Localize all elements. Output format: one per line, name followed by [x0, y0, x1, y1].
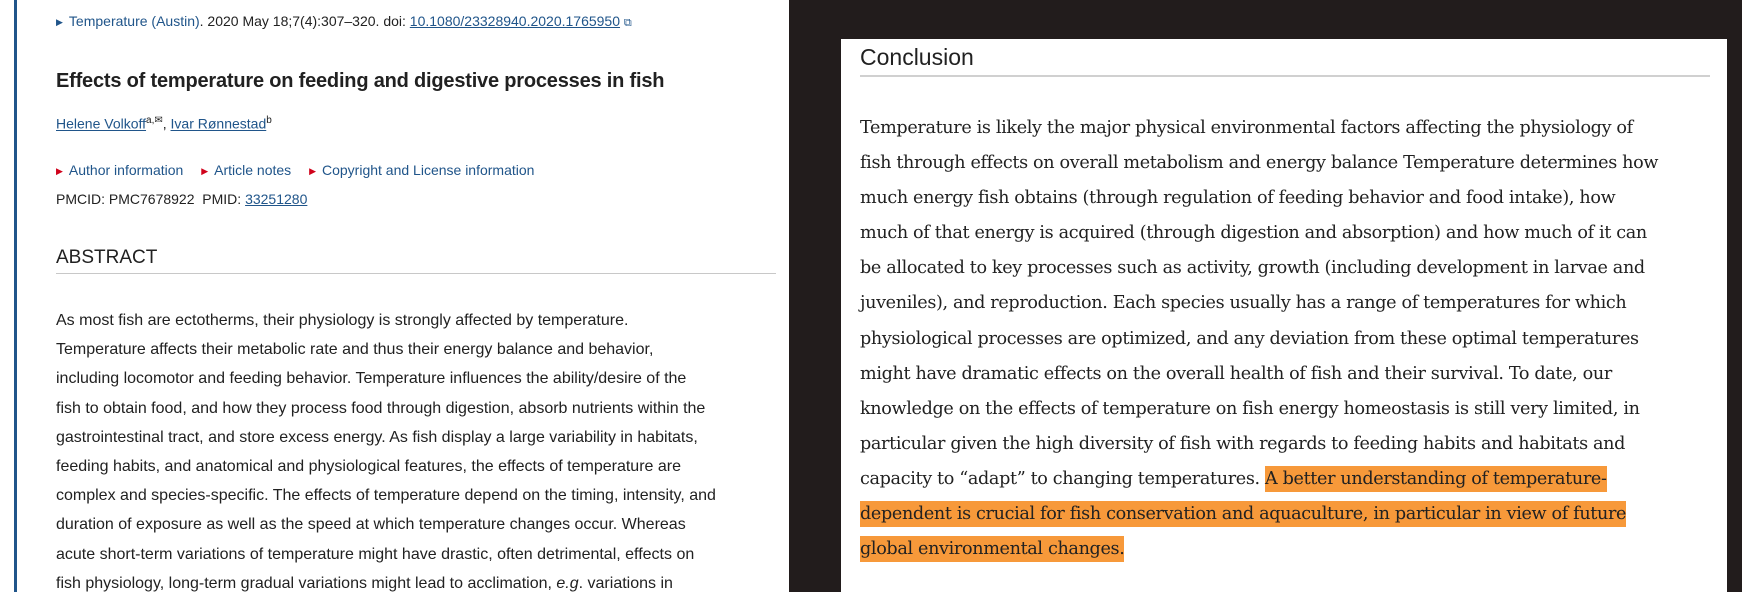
reader-overlay: Conclusion Temperature is likely the maj… [789, 0, 1742, 592]
text-line: complex and species-specific. The effect… [56, 487, 716, 505]
expand-triangle-icon: ▶ [201, 166, 209, 176]
article-ids: PMCID: PMC7678922 PMID: 33251280 [56, 191, 307, 207]
abstract-heading: ABSTRACT [56, 247, 158, 268]
page-accent-border [14, 0, 17, 592]
author-list: Helene Volkoffa,✉, Ivar Rønnestadb [56, 115, 272, 132]
pmid-label: PMID: [202, 191, 246, 207]
text-line: physiological processes are optimized, a… [860, 328, 1639, 349]
author-link[interactable]: Helene Volkoff [56, 115, 147, 132]
external-link-icon[interactable]: ⧉ [623, 17, 632, 29]
abstract-text: As most fish are ectotherms, their physi… [56, 306, 796, 598]
conclusion-text: Temperature is likely the major physical… [860, 111, 1658, 567]
doi-link[interactable]: 10.1080/23328940.2020.1765950 [409, 13, 621, 29]
expand-triangle-icon: ▶ [309, 166, 316, 176]
text-line: knowledge on the effects of temperature … [860, 398, 1640, 419]
divider [56, 273, 776, 274]
pmid-link[interactable]: 33251280 [245, 191, 308, 207]
conclusion-heading: Conclusion [860, 44, 974, 70]
text-line: gastrointestinal tract, and store excess… [56, 428, 698, 446]
expand-triangle-icon: ▶ [56, 166, 63, 176]
divider [860, 75, 1710, 77]
article-info-links: ▶ Author information ▶ Article notes ▶ Copy… [56, 162, 548, 178]
text-line: global environmental changes. [860, 532, 1658, 567]
text-line: feeding habits, and anatomical and physi… [56, 458, 681, 476]
highlighted-text[interactable]: A better understanding of temperature- [1265, 465, 1607, 492]
highlighted-text[interactable]: global environmental changes. [860, 536, 1125, 563]
author-link[interactable]: Ivar Rønnestad [170, 115, 267, 132]
citation-line: ▶ Temperature (Austin). 2020 May 18;7(4):… [56, 13, 632, 30]
text-line: Temperature affects their metabolic rate… [56, 341, 654, 359]
text-line: juveniles), and reproduction. Each speci… [860, 293, 1627, 314]
citation-details: . 2020 May 18;7(4):307–320. doi: [199, 13, 410, 29]
text-line: might have dramatic effects on the overa… [860, 363, 1612, 384]
copyright-license-toggle[interactable]: ▶ Copyright and License information [309, 162, 535, 178]
scrollbar[interactable] [1728, 0, 1742, 592]
journal-link[interactable]: Temperature (Austin) [68, 13, 200, 29]
text-line: As most fish are ectotherms, their physi… [56, 312, 629, 329]
author-information-toggle[interactable]: ▶ Author information [56, 162, 184, 178]
text-line: fish through effects on overall metaboli… [860, 153, 1659, 174]
author-affiliation: b [266, 115, 272, 126]
text-line: Temperature is likely the major physical… [860, 118, 1633, 138]
conclusion-card: Conclusion Temperature is likely the maj… [841, 39, 1727, 592]
text-line: fish to obtain food, and how they proces… [56, 399, 706, 417]
text-line: much of that energy is acquired (through… [860, 223, 1647, 244]
expand-triangle-icon[interactable]: ▶ [56, 17, 63, 27]
text-line: fish physiology, long-term gradual varia… [56, 574, 673, 592]
text-line: acute short-term variations of temperatu… [56, 545, 695, 563]
author-affiliation[interactable]: a,✉ [146, 115, 163, 126]
article-page: ▶ Temperature (Austin). 2020 May 18;7(4):… [0, 0, 789, 592]
text-line: capacity to “adapt” to changing temperat… [860, 462, 1658, 497]
article-notes-toggle[interactable]: ▶ Article notes [201, 162, 292, 178]
text-line: be allocated to key processes such as ac… [860, 258, 1645, 279]
highlighted-text[interactable]: dependent is crucial for fish conservati… [860, 501, 1626, 528]
text-line: particular given the high diversity of f… [860, 433, 1626, 454]
text-line: dependent is crucial for fish conservati… [860, 497, 1658, 532]
article-title: Effects of temperature on feeding and di… [56, 70, 665, 92]
text-line: including locomotor and feeding behavior… [56, 370, 687, 388]
text-line: duration of exposure as well as the spee… [56, 516, 686, 534]
text-line: much energy fish obtains (through regula… [860, 188, 1616, 209]
pmcid: PMCID: PMC7678922 [56, 191, 195, 207]
